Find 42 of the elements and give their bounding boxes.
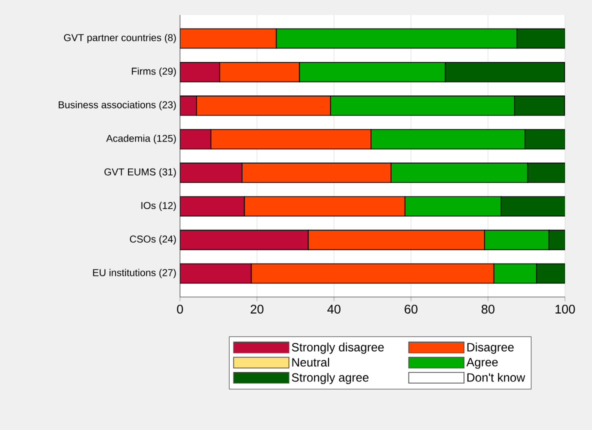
bar: [210, 129, 372, 150]
bar: [180, 129, 212, 150]
y-tick-label: Business associations (23): [58, 101, 176, 110]
bar: [524, 129, 566, 150]
bar: [242, 162, 392, 183]
x-tick-label: 40: [327, 304, 340, 314]
legend-label: Don't know: [467, 372, 526, 382]
bar: [180, 162, 242, 183]
bar: [180, 230, 309, 250]
bar: [548, 230, 566, 250]
bar: [536, 263, 566, 284]
y-tick-label: GVT partner countries (8): [64, 34, 176, 44]
bar: [180, 196, 245, 216]
y-tick-label: Academia (125): [106, 134, 176, 144]
y-tick-label: IOs (12): [141, 202, 176, 212]
x-tick-label: 20: [250, 304, 264, 314]
y-tick-label: CSOs (24): [130, 235, 176, 245]
bar: [308, 230, 485, 250]
legend-label: Neutral: [292, 358, 330, 367]
bar: [500, 196, 566, 216]
x-tick-label: 0: [177, 304, 183, 314]
legend-label: Disagree: [467, 342, 514, 354]
legend-label: Agree: [466, 358, 498, 369]
y-tick-label: GVT EUMS (31): [104, 168, 176, 178]
y-tick-label: Firms (29): [132, 67, 176, 77]
bar: [527, 162, 566, 183]
bar: [516, 28, 566, 49]
x-tick-label: 100: [556, 304, 575, 314]
x-tick-label: 80: [482, 304, 494, 314]
legend-label: Strongly agree: [292, 372, 368, 384]
legend-label: Strongly disagree: [292, 342, 384, 354]
bar: [196, 96, 331, 116]
bar: [219, 62, 300, 82]
bar: [250, 263, 494, 284]
x-tick-label: 60: [404, 304, 418, 314]
bar: [180, 62, 220, 82]
bar: [180, 28, 277, 49]
bar: [514, 96, 566, 116]
bar: [244, 196, 406, 216]
bar: [444, 62, 566, 82]
y-tick-label: EU institutions (27): [93, 268, 176, 278]
bar: [180, 263, 252, 284]
